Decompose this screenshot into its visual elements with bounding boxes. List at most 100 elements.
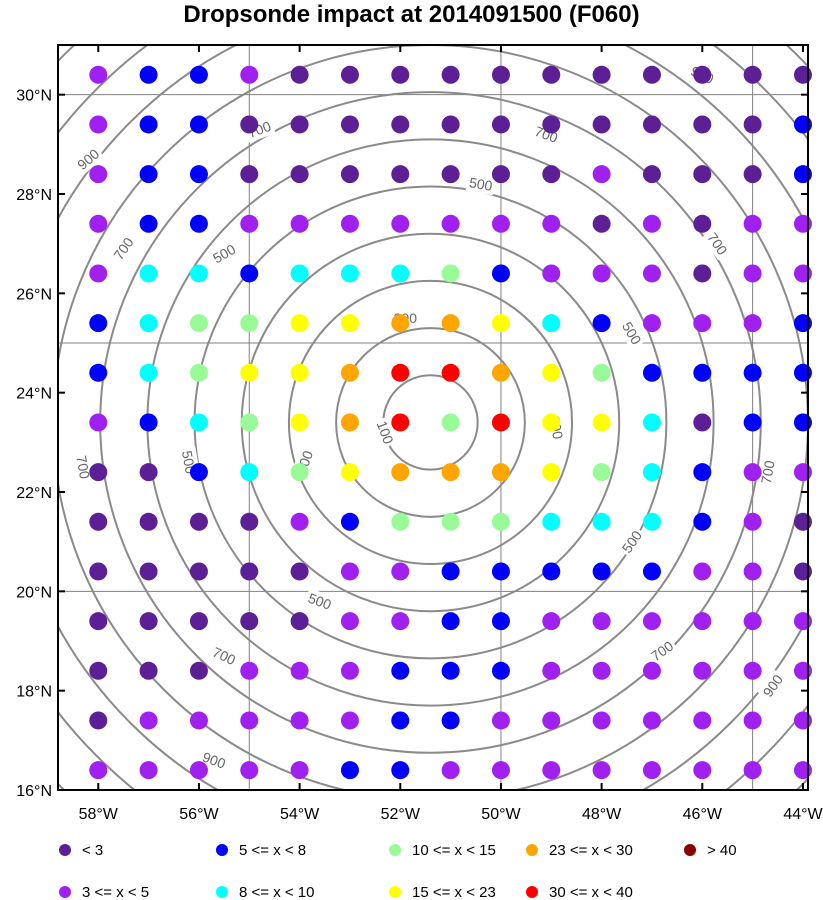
legend-label: 30 <= x < 40 [549, 884, 633, 900]
contour-label-text: 700 [758, 459, 778, 485]
impact-dot [290, 314, 309, 333]
lat-tick-label: 22°N [16, 485, 52, 502]
impact-dot [491, 115, 510, 134]
legend-label: 23 <= x < 30 [549, 842, 633, 859]
impact-dot [743, 661, 762, 680]
impact-dot [743, 562, 762, 581]
legend-item-8to10: 8 <= x < 10 [216, 884, 314, 900]
contour-label-text: 500 [468, 174, 494, 194]
impact-dot [391, 65, 410, 84]
impact-dot [793, 264, 812, 283]
impact-dot [642, 612, 661, 631]
legend-label: 8 <= x < 10 [239, 884, 314, 900]
lon-tick-label: 48°W [582, 806, 622, 823]
impact-dot [139, 165, 158, 184]
impact-dot [491, 761, 510, 780]
impact-dot [391, 363, 410, 382]
impact-dot [642, 463, 661, 482]
lon-tick-label: 54°W [280, 806, 320, 823]
impact-dot [340, 612, 359, 631]
impact-dot [189, 264, 208, 283]
impact-dot [391, 115, 410, 134]
impact-dot [542, 661, 561, 680]
impact-dot [693, 264, 712, 283]
impact-dot [592, 165, 611, 184]
contour-label: 900 [757, 669, 789, 703]
impact-dot [693, 711, 712, 730]
impact-dot [340, 264, 359, 283]
impact-dot [139, 363, 158, 382]
lat-tick-label: 26°N [16, 286, 52, 303]
impact-dot [240, 562, 259, 581]
lat-tick-label: 24°N [16, 386, 52, 403]
impact-dot [491, 463, 510, 482]
impact-dot [542, 165, 561, 184]
legend-swatch [216, 886, 228, 898]
legend-swatch [59, 886, 71, 898]
impact-dot [441, 363, 460, 382]
impact-dot [139, 661, 158, 680]
lat-tick-label: 18°N [16, 684, 52, 701]
impact-dot [189, 562, 208, 581]
impact-dot [89, 214, 108, 233]
impact-dot [592, 463, 611, 482]
impact-dot [441, 612, 460, 631]
impact-dot [240, 512, 259, 531]
impact-dot [592, 562, 611, 581]
impact-dot [89, 115, 108, 134]
impact-dot [592, 314, 611, 333]
impact-dot [743, 115, 762, 134]
lon-tick-label: 58°W [79, 806, 119, 823]
impact-dot [340, 115, 359, 134]
impact-dot [89, 711, 108, 730]
lat-tick-label: 16°N [16, 783, 52, 800]
legend-item-15to23: 15 <= x < 23 [389, 884, 496, 900]
impact-dot [693, 214, 712, 233]
impact-dot [743, 512, 762, 531]
impact-dot [441, 165, 460, 184]
impact-dot [89, 314, 108, 333]
impact-dot [240, 165, 259, 184]
impact-dot [642, 214, 661, 233]
lat-tick-label: 20°N [16, 584, 52, 601]
impact-dot [491, 562, 510, 581]
impact-dot [139, 512, 158, 531]
impact-dot [793, 314, 812, 333]
impact-dot [793, 562, 812, 581]
contour-label: 500 [465, 172, 497, 196]
impact-dot [340, 214, 359, 233]
impact-dot [491, 711, 510, 730]
impact-dot [642, 65, 661, 84]
impact-dot [391, 562, 410, 581]
impact-dot [693, 65, 712, 84]
impact-dot [491, 65, 510, 84]
impact-dot [340, 413, 359, 432]
impact-dot [290, 363, 309, 382]
legend-item-23to30: 23 <= x < 30 [526, 842, 633, 859]
impact-dot [542, 512, 561, 531]
contour-label: 700 [207, 641, 241, 670]
legend-item-10to15: 10 <= x < 15 [389, 842, 496, 859]
impact-dot [542, 761, 561, 780]
impact-dot [441, 512, 460, 531]
impact-dot [642, 264, 661, 283]
impact-dot [391, 612, 410, 631]
impact-dot [189, 612, 208, 631]
legend-swatch [526, 844, 538, 856]
impact-dot [793, 612, 812, 631]
legend-swatch [389, 844, 401, 856]
impact-dot [592, 264, 611, 283]
axis-ticks: 58°W 56°W 54°W 52°W 50°W 48°W 46°W 44°W 16°N 18°N… [16, 45, 823, 823]
impact-dot [592, 512, 611, 531]
legend-label: 15 <= x < 23 [412, 884, 496, 900]
impact-dot [441, 761, 460, 780]
impact-dot [542, 264, 561, 283]
impact-dot [240, 314, 259, 333]
impact-dot [89, 512, 108, 531]
impact-dot [290, 115, 309, 134]
impact-dot [491, 512, 510, 531]
impact-dot [89, 363, 108, 382]
impact-dot [743, 264, 762, 283]
impact-dot [592, 711, 611, 730]
contour-label-text: 100 [374, 419, 397, 447]
